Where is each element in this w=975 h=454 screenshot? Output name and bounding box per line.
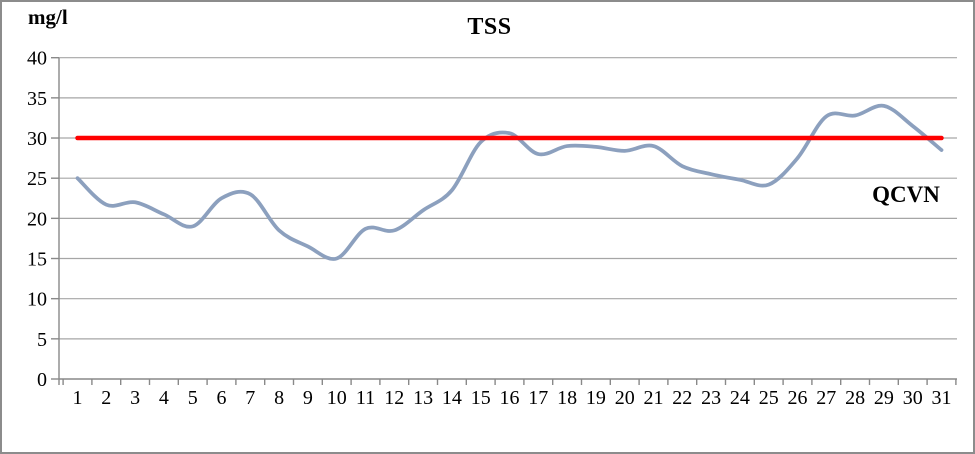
y-tick-label: 20 (27, 208, 47, 230)
x-tick-label: 2 (101, 387, 111, 409)
x-tick-label: 8 (274, 387, 284, 409)
x-tick-label: 21 (644, 387, 664, 409)
x-tick-label: 20 (615, 387, 635, 409)
y-tick-label: 30 (27, 128, 47, 150)
x-tick-label: 31 (932, 387, 952, 409)
y-tick-label: 15 (27, 249, 47, 271)
x-tick-label: 27 (816, 387, 836, 409)
x-tick-label: 30 (903, 387, 923, 409)
x-tick-label: 3 (130, 387, 140, 409)
x-tick-label: 26 (788, 387, 808, 409)
tss-line (75, 103, 944, 261)
y-tick-label: 40 (27, 48, 47, 70)
x-tick-label: 1 (73, 387, 83, 409)
x-tick-label: 16 (500, 387, 520, 409)
x-tick-label: 19 (586, 387, 606, 409)
x-tick-label: 13 (413, 387, 433, 409)
y-tick-label: 35 (27, 88, 47, 110)
x-tick-label: 15 (471, 387, 491, 409)
x-tick-label: 23 (701, 387, 721, 409)
x-tick-label: 10 (327, 387, 347, 409)
y-tick-label: 0 (37, 369, 47, 391)
x-tick-label: 4 (159, 387, 169, 409)
qcvn-limit-label: QCVN (872, 182, 940, 207)
x-tick-label: 24 (730, 387, 750, 409)
y-tick-label: 5 (37, 329, 47, 351)
x-tick-label: 17 (528, 387, 548, 409)
y-tick-label: 10 (27, 289, 47, 311)
x-tick-label: 22 (672, 387, 692, 409)
x-tick-label: 7 (245, 387, 255, 409)
x-tick-label: 5 (188, 387, 198, 409)
x-tick-label: 29 (874, 387, 894, 409)
x-tick-label: 11 (356, 387, 375, 409)
x-tick-label: 18 (557, 387, 577, 409)
x-tick-label: 9 (303, 387, 313, 409)
x-tick-label: 6 (217, 387, 227, 409)
y-axis-unit-label: mg/l (28, 5, 68, 29)
chart-title: TSS (467, 14, 512, 40)
x-tick-label: 14 (442, 387, 462, 409)
y-tick-label: 25 (27, 168, 47, 190)
x-tick-label: 12 (384, 387, 404, 409)
x-tick-label: 28 (845, 387, 865, 409)
x-tick-label: 25 (759, 387, 779, 409)
